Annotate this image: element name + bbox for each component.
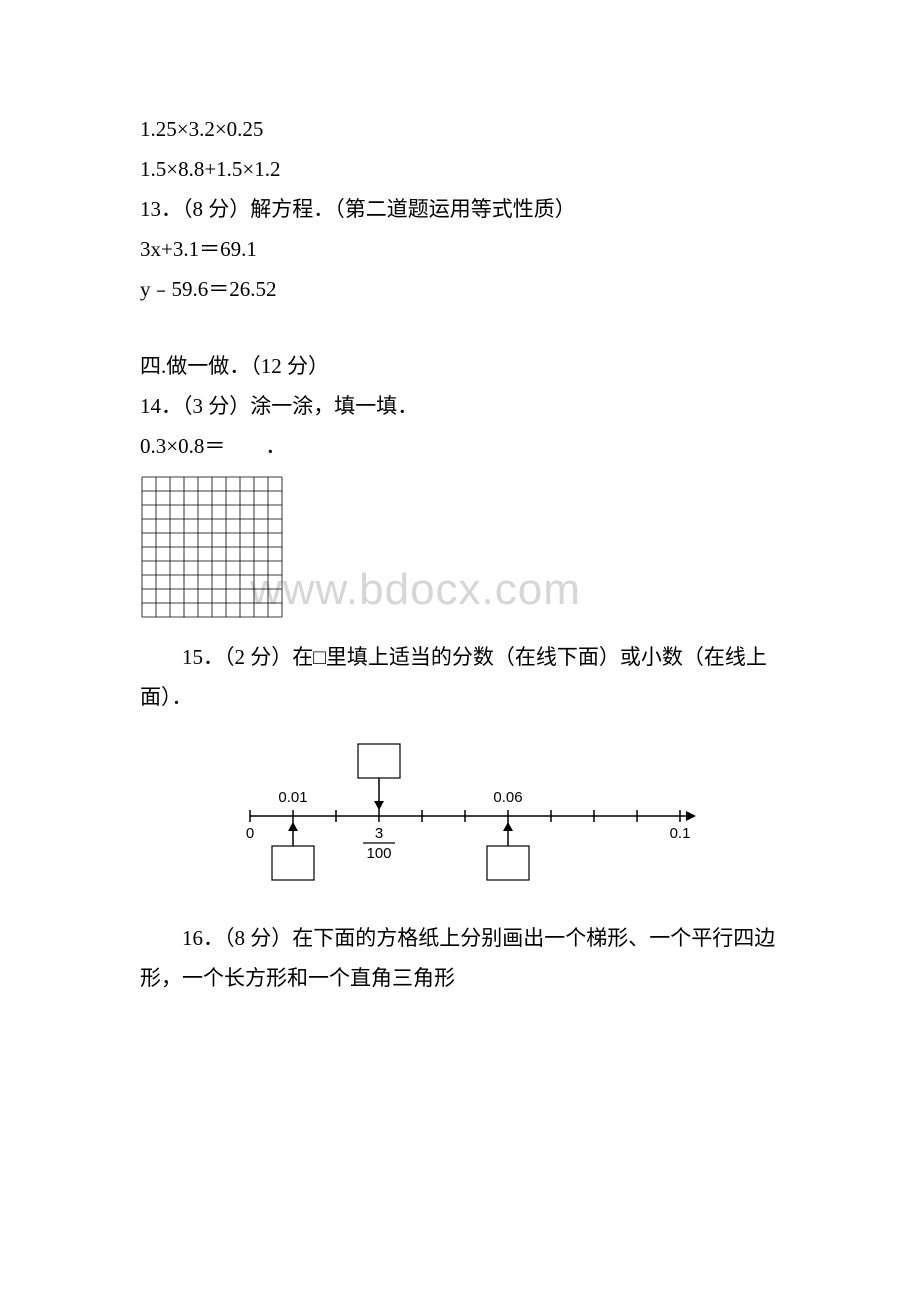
svg-text:100: 100 xyxy=(366,845,391,862)
expression-1: 1.25×3.2×0.25 xyxy=(140,110,780,150)
expr14-prefix: 0.3×0.8＝ xyxy=(140,434,225,458)
question-16: 16．（8 分）在下面的方格纸上分别画出一个梯形、一个平行四边形，一个长方形和一… xyxy=(140,919,780,999)
svg-text:0.06: 0.06 xyxy=(493,789,522,806)
svg-text:0.01: 0.01 xyxy=(278,789,307,806)
number-line-figure: 0 0.1 0.01 0.06 3 100 xyxy=(140,736,780,901)
svg-text:0.1: 0.1 xyxy=(670,825,691,842)
expr14-suffix: ． xyxy=(265,434,286,458)
blank-fill xyxy=(225,452,265,453)
equation-1: 3x+3.1＝69.1 xyxy=(140,230,780,270)
question-13: 13．（8 分）解方程．（第二道题运用等式性质） xyxy=(140,190,780,230)
grid-figure xyxy=(140,475,780,624)
question-15: 15．（2 分）在□里填上适当的分数（在线下面）或小数（在线上面）． xyxy=(140,638,780,718)
section-4-heading: 四.做一做．（12 分） xyxy=(140,347,780,387)
number-line-svg: 0 0.1 0.01 0.06 3 100 xyxy=(220,736,700,896)
svg-text:3: 3 xyxy=(375,825,383,842)
equation-2: y﹣59.6＝26.52 xyxy=(140,270,780,310)
question-14: 14．（3 分）涂一涂，填一填． xyxy=(140,387,780,427)
page-content: 1.25×3.2×0.25 1.5×8.8+1.5×1.2 13．（8 分）解方… xyxy=(140,110,780,999)
svg-text:0: 0 xyxy=(246,825,254,842)
grid-svg xyxy=(140,475,284,619)
spacer xyxy=(140,309,780,347)
expression-2: 1.5×8.8+1.5×1.2 xyxy=(140,150,780,190)
expression-14: 0.3×0.8＝ ． xyxy=(140,427,780,467)
